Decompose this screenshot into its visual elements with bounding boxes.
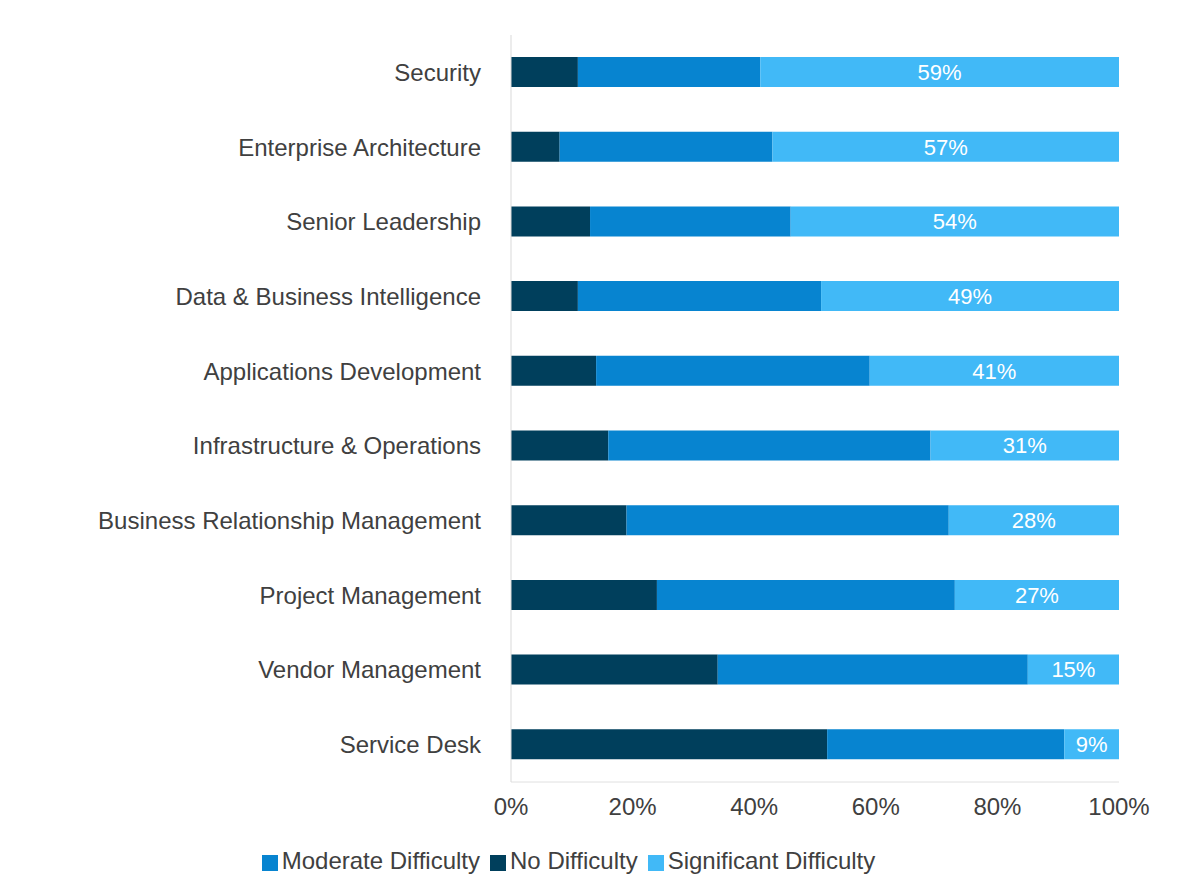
svg-text:Applications Development: Applications Development <box>204 358 482 385</box>
svg-text:Enterprise Architecture: Enterprise Architecture <box>238 134 481 161</box>
svg-text:28%: 28% <box>1012 508 1056 533</box>
svg-text:41%: 41% <box>972 359 1016 384</box>
svg-text:59%: 59% <box>918 60 962 85</box>
svg-text:Security: Security <box>394 59 481 86</box>
svg-text:40%: 40% <box>730 793 778 820</box>
svg-text:57%: 57% <box>924 135 968 160</box>
svg-text:80%: 80% <box>973 793 1021 820</box>
svg-text:Service Desk: Service Desk <box>340 731 482 758</box>
html-text:No Difficulty: No Difficulty <box>510 847 638 874</box>
svg-text:Senior Leadership: Senior Leadership <box>286 208 481 235</box>
svg-text:Vendor Management: Vendor Management <box>258 656 481 683</box>
svg-text:0%: 0% <box>494 793 529 820</box>
svg-text:60%: 60% <box>852 793 900 820</box>
svg-text:9%: 9% <box>1076 732 1108 757</box>
svg-text:15%: 15% <box>1051 657 1095 682</box>
svg-text:20%: 20% <box>609 793 657 820</box>
svg-text:49%: 49% <box>948 284 992 309</box>
svg-text:Project Management: Project Management <box>260 582 482 609</box>
svg-text:Business Relationship Manageme: Business Relationship Management <box>98 507 481 534</box>
html-text:Significant Difficulty: Significant Difficulty <box>667 847 876 874</box>
html-text:Moderate Difficulty: Moderate Difficulty <box>281 847 480 874</box>
svg-text:Infrastructure & Operations: Infrastructure & Operations <box>193 432 481 459</box>
svg-text:Data & Business Intelligence: Data & Business Intelligence <box>175 283 481 310</box>
svg-text:100%: 100% <box>1088 793 1149 820</box>
svg-text:27%: 27% <box>1015 583 1059 608</box>
svg-text:54%: 54% <box>933 209 977 234</box>
svg-text:31%: 31% <box>1003 433 1047 458</box>
